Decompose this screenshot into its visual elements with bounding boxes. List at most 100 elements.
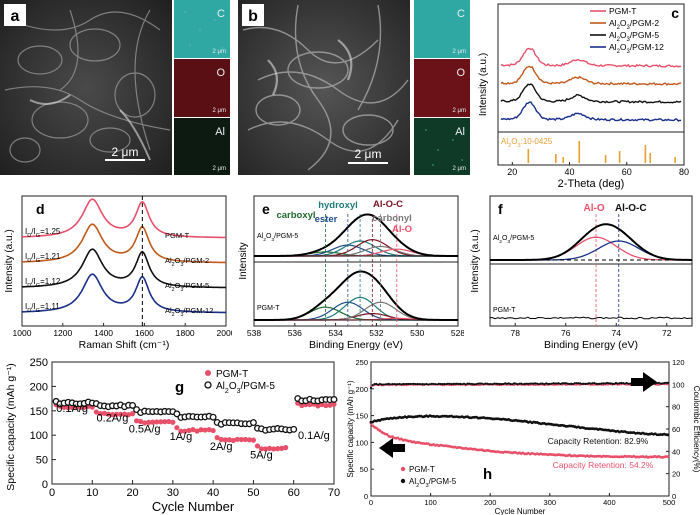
x-tick-label: 500 [663, 498, 676, 507]
ce-data-point [555, 382, 559, 385]
ce-data-point [387, 382, 390, 385]
right-axis-arrow-icon [631, 372, 657, 392]
ce-data-point [657, 383, 660, 386]
ce-data-point [521, 383, 525, 386]
panel-letter-h: h [483, 466, 492, 483]
ce-data-point [518, 382, 521, 385]
rate-data-point [142, 420, 148, 426]
y-tick-label: 100 [30, 430, 48, 442]
rate-data-point [69, 404, 75, 411]
rate-data-point [190, 427, 196, 433]
rate-data-point [283, 445, 289, 451]
ce-data-point [611, 382, 614, 385]
ce-data-point [459, 382, 462, 386]
ce-data-point [409, 382, 412, 386]
ce-data-point [550, 382, 553, 385]
y-tick-label: 0 [364, 492, 368, 501]
rate-data-point [238, 436, 244, 443]
ce-data-point [629, 382, 632, 385]
ce-data-point [475, 382, 478, 386]
ce-data-point [434, 383, 437, 386]
ce-data-point [563, 382, 566, 385]
ce-data-point [495, 382, 498, 385]
raman-series-line [22, 223, 227, 264]
legend-label: PGM-T [409, 465, 435, 474]
ce-data-point [659, 382, 662, 385]
x-axis-label: Cycle Number [495, 507, 546, 515]
rate-data-point [93, 409, 99, 415]
ce-data-point [607, 382, 610, 385]
ce-data-point [582, 382, 585, 385]
ce-data-point [600, 382, 603, 385]
rate-data-point [254, 443, 261, 449]
xps-envelope [254, 270, 458, 321]
y-tick-label: 150 [30, 406, 48, 418]
y2-tick-label: 120 [672, 358, 685, 367]
ce-data-point [412, 382, 416, 385]
rate-data-point [327, 402, 333, 408]
ce-data-point [666, 381, 669, 384]
component-label: ester [315, 214, 338, 225]
sample-label-bottom: PGM-T [257, 305, 280, 312]
ce-data-point [561, 382, 564, 385]
ce-data-point [421, 383, 424, 386]
ce-data-point [529, 382, 532, 385]
x-tick-label: 534 [329, 328, 343, 338]
x-tick-label: 30 [167, 487, 179, 499]
x-tick-label: 300 [544, 498, 557, 507]
ce-data-point [380, 383, 383, 386]
y-axis-label: Intensity [238, 242, 249, 279]
ce-data-point [602, 382, 605, 385]
rate-data-point [218, 436, 224, 443]
rate-data-point [194, 428, 200, 434]
rate-data-point [65, 405, 71, 411]
ce-data-point [548, 382, 551, 386]
raman-chart: ID/IG=1.25 PGM-T ID/IG=1.21 Al2O3/PGM-2 ID/I… [4, 195, 232, 351]
ce-data-point [432, 382, 435, 386]
rate-data-point [250, 437, 257, 443]
eds-scale-c-b: 2 μm [453, 49, 466, 55]
raman-series-label: PGM-T [165, 231, 190, 240]
x-tick-label: 1800 [176, 328, 195, 338]
ce-data-point [605, 383, 609, 386]
ce-data-point [545, 382, 548, 385]
ce-data-point [577, 382, 580, 385]
ce-data-point [586, 382, 589, 385]
y-tick-label: 50 [360, 465, 368, 474]
ce-data-point [537, 383, 541, 386]
legend-label: PGM-T [609, 6, 636, 16]
rate-data-point [113, 411, 120, 417]
ce-data-point [589, 382, 593, 385]
plot-frame-e [253, 195, 459, 327]
ce-data-point [482, 383, 485, 386]
y-axis-label: Intensity (a.u.) [478, 53, 489, 116]
legend-label: Al2O3/PGM-5 [409, 477, 457, 489]
rate-label: 5A/g [250, 450, 273, 462]
plot-frame-h [370, 361, 670, 497]
ce-data-point [468, 382, 471, 385]
rate-label: 0.1A/g [298, 430, 330, 442]
ce-data-point [471, 383, 475, 386]
y-axis-label: Intensity (a.u.) [4, 229, 15, 292]
ce-data-point [509, 382, 512, 386]
ce-data-point [620, 381, 623, 385]
left-axis-arrow-icon [379, 438, 405, 458]
xrd-chart: Al2O3:10-0425 20 40 60 80 2-Theta (deg) Intens… [478, 3, 689, 190]
rate-data-point [150, 419, 156, 425]
rate-data-point [330, 396, 338, 403]
ce-data-point [523, 382, 526, 385]
ce-data-point [423, 383, 426, 386]
eds-scale-o-a: 2 μm [213, 108, 226, 114]
x-axis-label: Binding Energy (eV) [309, 339, 403, 351]
ce-data-point [514, 382, 517, 385]
ce-data-point [623, 382, 626, 385]
ce-data-point [462, 382, 466, 385]
rate-data-point [323, 402, 329, 409]
y-tick-label: 250 [30, 357, 48, 369]
ce-data-point [595, 382, 598, 385]
ce-data-point [571, 382, 575, 386]
ce-data-point [527, 382, 530, 385]
y2-tick-label: 40 [672, 447, 680, 456]
plot-frame-g [51, 361, 335, 485]
rate-data-point [182, 428, 188, 434]
